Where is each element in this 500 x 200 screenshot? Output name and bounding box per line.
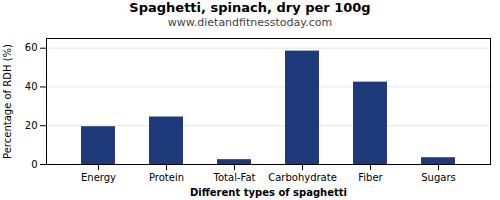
svg-text:Protein: Protein [149,172,184,183]
svg-text:40: 40 [25,81,38,92]
svg-text:0: 0 [31,159,37,170]
html-text:Spaghetti, spinach, dry per 10: Spaghetti, spinach, dry per 100g [129,0,371,15]
svg-text:Fiber: Fiber [358,172,383,183]
svg-text:20: 20 [25,120,38,131]
svg-text:Different types of spaghetti: Different types of spaghetti [190,187,347,198]
svg-text:Sugars: Sugars [421,172,455,183]
svg-text:Carbohydrate: Carbohydrate [268,172,337,183]
svg-text:Percentage of RDH (%): Percentage of RDH (%) [2,44,13,159]
svg-text:Total-Fat: Total-Fat [213,172,256,183]
svg-text:Energy: Energy [81,172,116,183]
html-text:www.dietandfitnesstoday.com: www.dietandfitnesstoday.com [167,16,333,29]
svg-text:60: 60 [25,42,38,53]
